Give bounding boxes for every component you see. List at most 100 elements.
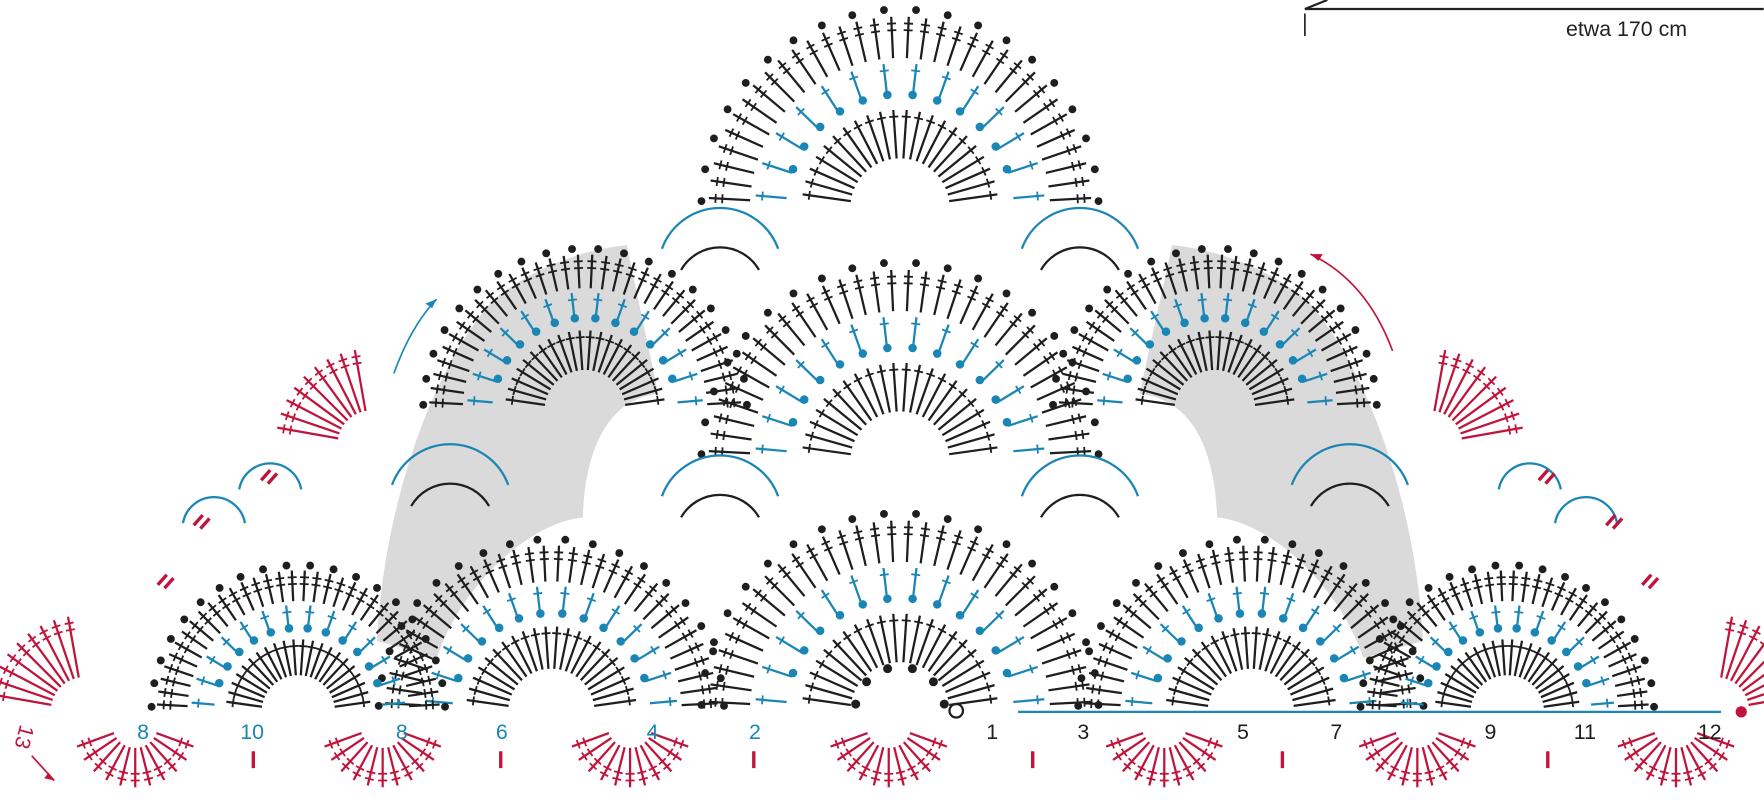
stitch-bar [1439,355,1449,359]
stitch [1493,605,1499,629]
stitch-bar [670,605,678,614]
chain-dot [688,285,697,294]
stitch-bar [1421,609,1430,617]
stitch [915,368,934,415]
stitch [1591,620,1617,642]
stitch-bar [1473,585,1483,590]
stitch [622,262,636,295]
stitch-bar [813,670,819,680]
chain-dot [1314,549,1323,558]
stitch-bar [1609,634,1616,644]
stitch-bar [995,310,1005,318]
chain-dot [862,677,872,687]
double-bar [156,573,168,586]
stitch-bar [1489,645,1499,650]
stitch-bar [1071,414,1075,425]
stitch-bar [1021,581,1030,590]
stitch-bar [239,624,249,631]
stitch-bar [575,739,581,749]
stitch-bar [967,649,975,659]
stitch-bar [734,634,741,644]
stitch-bar [1230,261,1241,265]
stitch-bar [1381,757,1389,766]
stitch-bar [843,633,852,641]
stitch [1508,639,1514,676]
chain-dot [568,245,576,254]
stitch-bar [969,540,979,546]
stitch-bar [926,119,936,125]
stitch [332,577,345,608]
stitch-bar [510,395,514,405]
stitch-bar [304,377,313,386]
stitch [369,655,391,670]
stitch-bar [1036,191,1039,201]
stitch-bar [611,608,621,615]
stitch-bar [661,328,669,337]
stitch-bar [485,291,495,299]
chain-dot [282,561,291,570]
stitch [696,345,729,362]
stitch-bar [1615,644,1622,654]
stitch-bar [251,581,261,587]
stitch [1007,665,1039,678]
chain-dot [284,624,294,633]
stitch [1400,701,1424,706]
stitch-bar [694,396,698,406]
stitch-bar [623,347,632,354]
stitch-bar [172,652,178,662]
stitch-bar [823,546,833,552]
stitch [164,665,194,678]
stitch-bar [778,62,787,70]
stitch [1264,310,1280,334]
stitch-bar [1353,357,1359,367]
chain-dot [1002,36,1011,45]
stitch-bar [823,42,833,48]
stitch-bar [435,384,439,394]
stitch [313,366,353,418]
stitch-bar [524,360,532,369]
stitch [933,135,968,173]
stitch-bar [27,635,37,643]
stitch-bar [339,659,348,668]
stitch-bar [724,357,729,367]
stitch-bar [1368,751,1375,761]
stitch-bar [1541,654,1550,662]
stitch-bar [655,599,663,608]
stitch [1282,280,1304,311]
row-number: 7 [1330,720,1342,744]
stitch-bar [627,696,631,706]
stitch-bar [1376,762,1385,771]
stitch-bar [1373,620,1381,630]
stitch-bar [338,357,348,363]
stitch-bar [585,336,595,339]
stitch-bar [660,594,668,603]
stitch-bar [295,401,302,411]
stitch [206,655,227,670]
stitch-bar [1504,398,1511,408]
stitch-bar [1153,277,1163,283]
stitch [996,385,1025,404]
stitch-bar [42,635,52,641]
stitch-bar [681,632,688,642]
chain-dot [156,656,165,665]
stitch [1291,289,1316,317]
chain-dot [1257,609,1267,618]
stitch-bar [967,399,975,408]
stitch [775,132,804,151]
stitch-bar [191,621,199,630]
chain-dot [1085,304,1094,313]
stitch [1521,571,1528,603]
chain-dot [1028,55,1037,64]
stitch-bar [333,751,341,761]
stitch [1062,372,1097,383]
stitch-bar [613,269,623,274]
stitch-bar [839,540,849,546]
stitch [402,665,433,678]
chain-dot [1103,285,1112,294]
stitch [325,610,336,634]
chain-dot [907,664,917,674]
row-number: 12 [1698,720,1722,744]
stitch-bar [632,624,641,633]
stitch-bar [706,336,713,345]
stitch-bar [663,762,671,771]
